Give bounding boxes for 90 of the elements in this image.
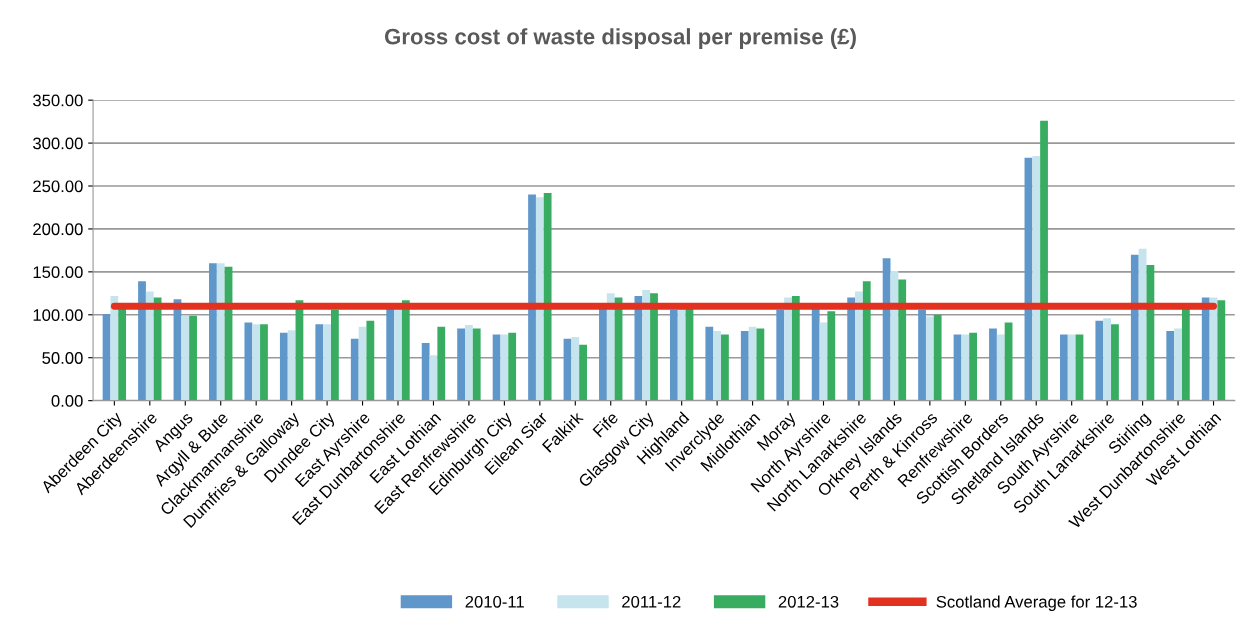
y-tick-label: 0.00 <box>51 395 83 407</box>
bar <box>650 293 658 401</box>
bar <box>721 334 729 401</box>
bar <box>287 330 296 401</box>
y-tick-label: 50.00 <box>42 352 83 364</box>
bar <box>260 324 268 401</box>
bar <box>110 295 119 401</box>
bar <box>1032 155 1041 401</box>
bar <box>315 324 324 401</box>
bar <box>989 328 997 401</box>
bar <box>535 197 544 401</box>
bar <box>961 334 970 401</box>
bar <box>350 338 359 401</box>
bar <box>421 343 430 401</box>
bar <box>145 291 154 401</box>
bar <box>969 332 978 401</box>
bar <box>508 332 517 401</box>
bar <box>472 328 481 401</box>
bar <box>366 320 375 401</box>
bar <box>252 324 261 401</box>
chart-title: Gross cost of waste disposal per premise (£) <box>384 28 856 49</box>
bar <box>500 334 509 401</box>
legend-label: Scotland Average for 12-13 <box>936 595 1137 611</box>
bar <box>705 326 714 401</box>
bar <box>1095 320 1104 401</box>
bar <box>996 334 1005 401</box>
bar <box>713 331 722 401</box>
bar <box>677 307 686 401</box>
bar <box>599 307 607 401</box>
y-tick-label: 150.00 <box>33 266 83 279</box>
y-tick-label: 300.00 <box>33 137 83 150</box>
bar <box>898 279 907 401</box>
bar <box>244 322 253 401</box>
bar <box>642 289 651 401</box>
bar <box>606 293 615 401</box>
bar <box>740 331 749 401</box>
bar <box>1201 297 1210 401</box>
bar <box>1174 328 1182 401</box>
y-tick-label: 350.00 <box>33 94 83 107</box>
bar <box>827 311 836 401</box>
bar <box>386 307 395 401</box>
bar <box>279 332 288 401</box>
bar <box>118 307 127 401</box>
bar <box>862 281 871 401</box>
legend-label: 2012-13 <box>778 595 839 608</box>
bar <box>756 328 765 401</box>
bar <box>543 192 552 401</box>
bar <box>209 263 217 401</box>
bar <box>925 316 934 401</box>
bar <box>1217 300 1226 401</box>
bar <box>1040 120 1048 401</box>
bar <box>847 297 856 401</box>
bar <box>571 337 580 401</box>
bar <box>791 295 800 401</box>
y-tick-label: 200.00 <box>33 223 83 236</box>
bar <box>401 300 410 401</box>
bar <box>933 314 942 401</box>
bar <box>138 281 146 401</box>
bar <box>323 324 331 401</box>
bar <box>457 328 466 401</box>
y-tick-label: 100.00 <box>33 309 83 321</box>
bar <box>465 325 473 401</box>
bar <box>216 263 225 401</box>
bar <box>776 309 785 401</box>
bar <box>1181 307 1190 401</box>
bar <box>918 309 926 401</box>
legend-label: 2010-11 <box>465 595 524 608</box>
bar <box>528 194 536 401</box>
bar <box>1103 318 1112 401</box>
bar <box>153 297 162 401</box>
bar <box>1130 254 1139 401</box>
bar <box>811 307 820 401</box>
bar <box>189 315 197 401</box>
bar <box>882 258 891 401</box>
bar <box>437 326 446 401</box>
bar <box>579 344 587 401</box>
bar <box>1059 334 1068 401</box>
bar <box>855 291 863 401</box>
bar <box>1067 334 1076 401</box>
bar <box>1111 324 1119 401</box>
bar <box>784 297 792 401</box>
bar <box>669 309 678 401</box>
bar <box>330 309 339 401</box>
bar <box>1138 248 1147 401</box>
bar <box>394 307 402 401</box>
bar <box>1166 331 1175 401</box>
y-tick-label: 250.00 <box>33 180 83 193</box>
bar <box>181 315 190 401</box>
legend-label: 2011-12 <box>622 595 681 608</box>
x-tick-label: Fife <box>592 410 619 438</box>
